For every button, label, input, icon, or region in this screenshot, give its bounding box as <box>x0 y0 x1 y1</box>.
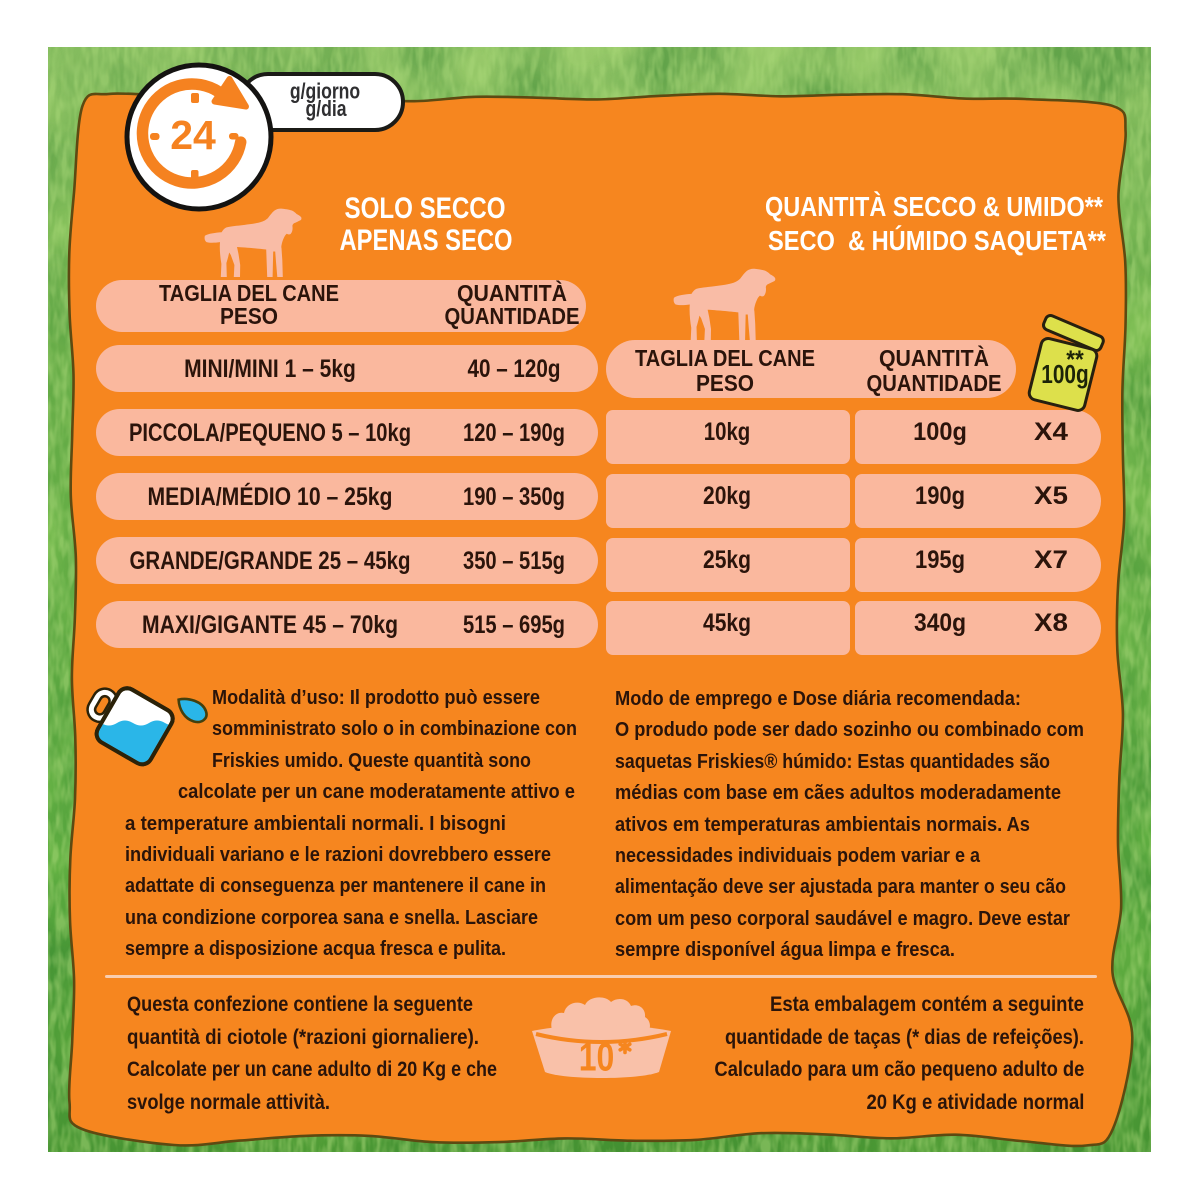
svg-text:g/giorno: g/giorno <box>290 80 360 104</box>
svg-text:g/dia: g/dia <box>305 97 347 121</box>
svg-text:100g: 100g <box>1041 360 1088 389</box>
svg-text:24: 24 <box>170 112 216 158</box>
svg-text:**: ** <box>1066 346 1084 374</box>
svg-text:10: 10 <box>579 1034 615 1079</box>
